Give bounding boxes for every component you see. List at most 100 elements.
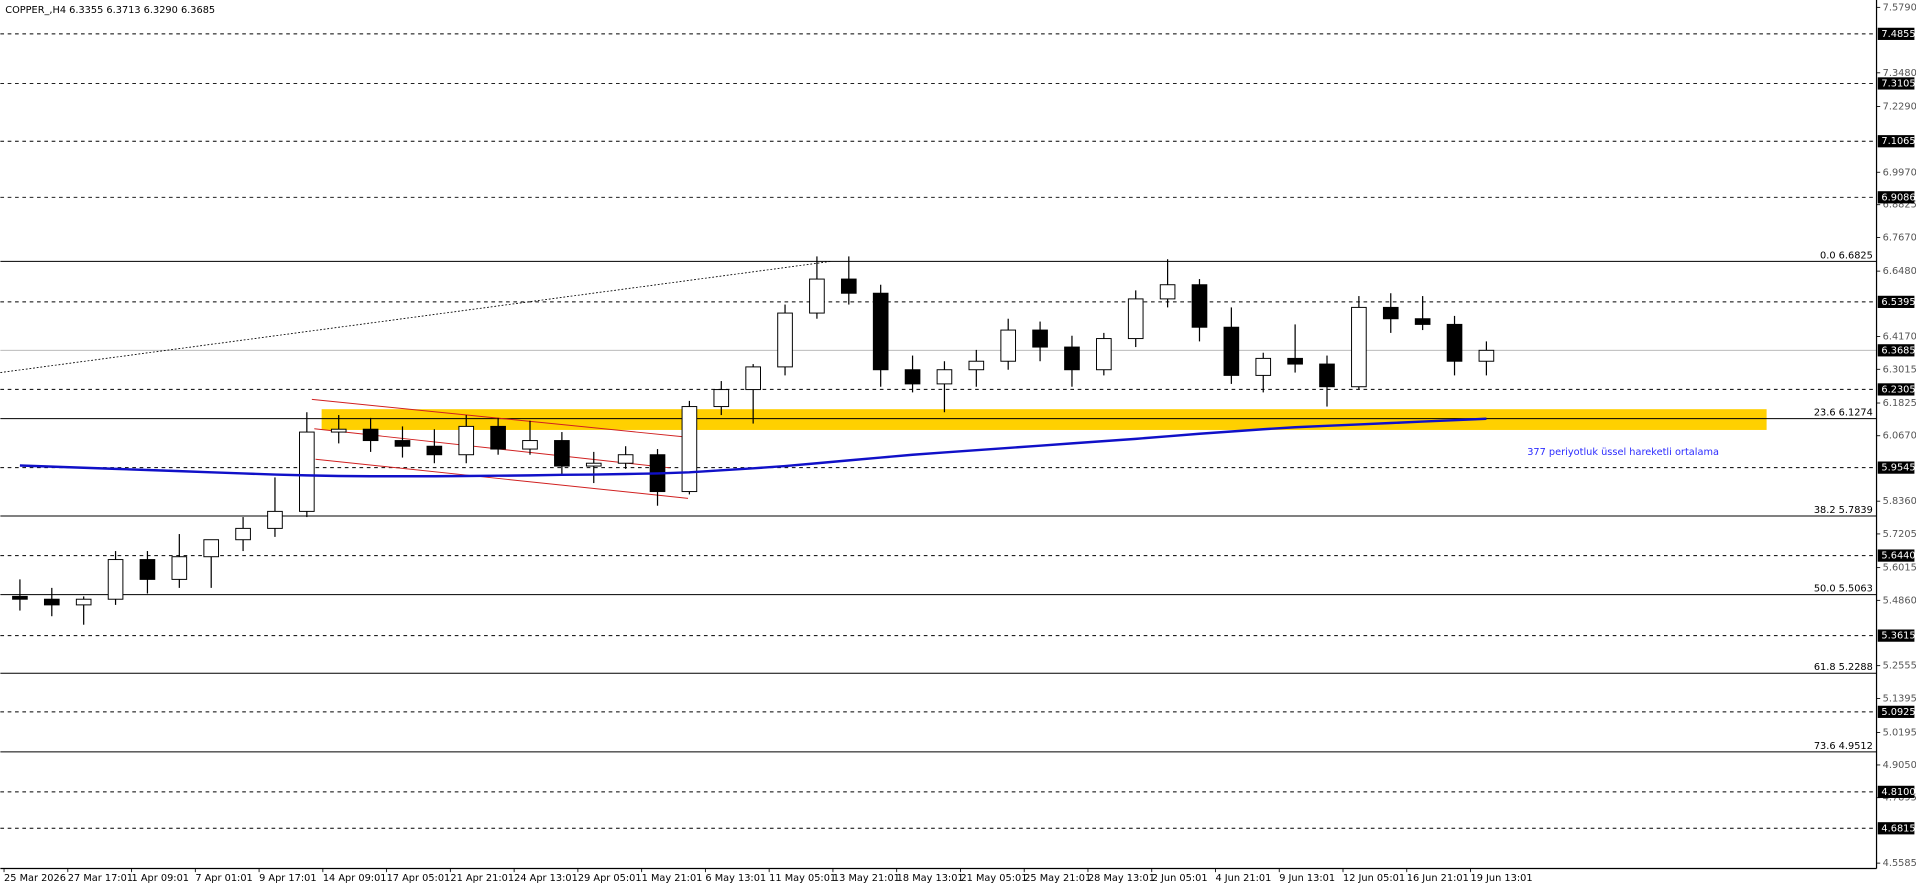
level-label: 4.8100 <box>1881 787 1915 798</box>
x-tick-label: 16 Jun 21:01 <box>1407 873 1469 884</box>
candle-body <box>1351 306 1367 388</box>
candle-body <box>1127 298 1144 340</box>
x-tick-label: 12 Jun 05:01 <box>1343 873 1405 884</box>
fib-label: 23.6 6.1274 <box>1814 408 1873 419</box>
level-label: 7.4855 <box>1881 29 1915 40</box>
ema-line <box>19 417 1487 478</box>
current-price-badge <box>1877 344 1915 357</box>
x-tick-label: 11 May 05:01 <box>769 873 836 884</box>
candle-body <box>968 360 985 371</box>
candle-body <box>12 595 28 600</box>
y-tick-label: 6.0670 <box>1883 431 1916 442</box>
candle-body <box>1223 326 1240 376</box>
candle-body <box>139 559 156 580</box>
candle-body <box>713 389 730 408</box>
level-label: 6.5395 <box>1881 297 1915 308</box>
fib-label: 61.8 5.2288 <box>1814 662 1873 673</box>
candle-body <box>840 278 857 294</box>
x-tick-label: 13 May 21:01 <box>833 873 900 884</box>
candle-body <box>1319 363 1335 388</box>
fib-label: 0.0 6.6825 <box>1820 250 1873 261</box>
y-tick-label: 4.7895 <box>1883 793 1916 804</box>
x-tick-label: 7 Apr 01:01 <box>195 873 252 884</box>
level-label: 4.6815 <box>1881 823 1915 834</box>
candle-body <box>235 527 251 541</box>
x-tick-label: 24 Apr 13:01 <box>514 873 578 884</box>
y-tick-label: 6.4170 <box>1883 332 1916 343</box>
y-tick-label: 4.5585 <box>1883 858 1916 869</box>
candle-body <box>936 369 953 385</box>
candle-body <box>1287 357 1303 365</box>
y-tick-label: 5.6015 <box>1883 563 1916 574</box>
x-tick-label: 14 Apr 09:01 <box>323 873 387 884</box>
level-label: 5.6440 <box>1881 551 1915 562</box>
candle-body <box>1414 318 1431 325</box>
candle-body <box>1446 323 1463 362</box>
y-tick-label: 6.8825 <box>1883 200 1916 211</box>
candle-body <box>1096 338 1112 371</box>
x-tick-label: 4 Jun 21:01 <box>1215 873 1271 884</box>
channel-line <box>311 398 689 438</box>
level-label: 7.3105 <box>1881 78 1915 89</box>
support-zone <box>321 409 1767 430</box>
candle-body <box>203 539 220 558</box>
candle-body <box>267 510 283 529</box>
x-tick-label: 28 May 13:01 <box>1088 873 1155 884</box>
x-tick-label: 25 Mar 2026 <box>4 873 66 884</box>
candle-body <box>107 559 124 600</box>
drawings-back <box>321 409 1767 430</box>
current-price-label: 6.3685 <box>1881 345 1915 356</box>
candle-body <box>1032 329 1048 348</box>
x-tick-label: 29 Apr 05:01 <box>578 873 642 884</box>
candle-body <box>1000 329 1017 362</box>
candle-body <box>585 462 602 467</box>
candle-body <box>75 598 92 606</box>
x-tick-label: 2 Jun 05:01 <box>1152 873 1208 884</box>
fib-trendline <box>0 260 832 373</box>
x-tick-label: 9 Apr 17:01 <box>259 873 316 884</box>
candle-body <box>43 598 60 606</box>
candle-body <box>362 428 379 442</box>
candle-body <box>777 312 793 368</box>
y-tick-label: 5.7205 <box>1883 529 1916 540</box>
x-tick-label: 27 Mar 17:01 <box>68 873 133 884</box>
candle-body <box>522 440 538 450</box>
candle-body <box>1159 284 1176 300</box>
y-tick-label: 7.2290 <box>1883 102 1916 113</box>
x-tick-label: 25 May 21:01 <box>1024 873 1091 884</box>
candle-body <box>681 406 698 493</box>
level-badge <box>1877 383 1915 396</box>
level-badge <box>1877 295 1915 308</box>
y-tick-label: 5.8360 <box>1883 496 1916 507</box>
level-badge <box>1877 77 1915 90</box>
x-tick-label: 1 Apr 09:01 <box>132 873 189 884</box>
y-tick-label: 7.5790 <box>1883 2 1916 13</box>
x-tick-label: 21 May 05:01 <box>960 873 1027 884</box>
candle-body <box>458 425 475 456</box>
level-label: 5.3615 <box>1881 631 1915 642</box>
level-label: 6.2305 <box>1881 384 1915 395</box>
fib-label: 38.2 5.7839 <box>1814 505 1873 516</box>
y-tick-label: 6.7670 <box>1883 232 1916 243</box>
annotation: 377 periyotluk üssel hareketli ortalama <box>1527 447 1719 458</box>
y-tick-label: 6.1825 <box>1883 398 1916 409</box>
candle-body <box>394 440 411 447</box>
level-badge <box>1877 822 1915 835</box>
candle-body <box>809 278 825 314</box>
y-tick-label: 6.3015 <box>1883 364 1916 375</box>
y-tick-label: 4.9050 <box>1883 760 1916 771</box>
candle-body <box>490 425 506 450</box>
candle-body <box>1478 349 1495 362</box>
candles <box>12 256 1495 625</box>
chart-title: COPPER_,H4 6.3355 6.3713 6.3290 6.3685 <box>5 5 215 16</box>
candle-body <box>554 440 570 467</box>
candle-body <box>1255 357 1272 376</box>
candle-body <box>1382 306 1399 320</box>
candle-body <box>330 428 347 433</box>
level-label: 5.9545 <box>1881 463 1915 474</box>
y-tick-label: 5.4860 <box>1883 595 1916 606</box>
x-tick-label: 19 Jun 13:01 <box>1471 873 1533 884</box>
